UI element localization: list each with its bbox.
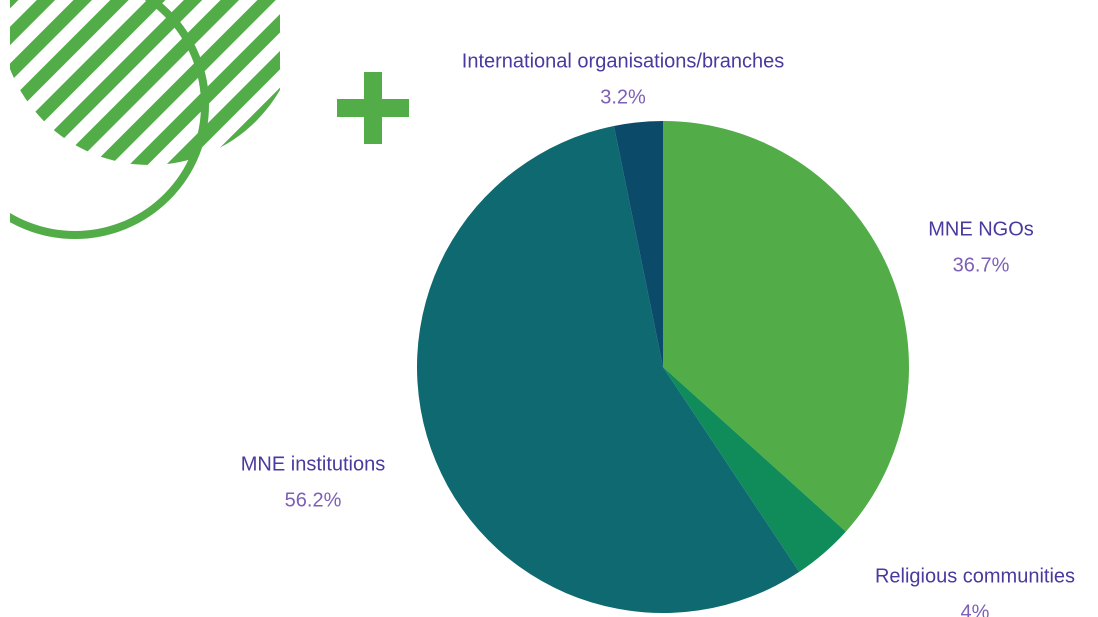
pie-slice [416, 125, 800, 613]
value-label: 4% [961, 601, 990, 617]
value-label: 56.2% [285, 489, 342, 511]
slice-label: MNE institutions [241, 453, 386, 475]
pie-slice [613, 121, 663, 367]
value-label: 3.2% [600, 86, 646, 108]
slice-label: International organisations/branches [462, 50, 784, 72]
decoration [10, 0, 280, 239]
pie-slice [663, 367, 846, 572]
pie-slice [663, 121, 910, 532]
slice-label: MNE NGOs [928, 218, 1034, 240]
value-label: 36.7% [953, 254, 1010, 276]
plus-sign [337, 72, 409, 144]
arc [10, 0, 209, 239]
slice-label: Religious communities [875, 565, 1075, 587]
striped-shape [10, 0, 280, 165]
